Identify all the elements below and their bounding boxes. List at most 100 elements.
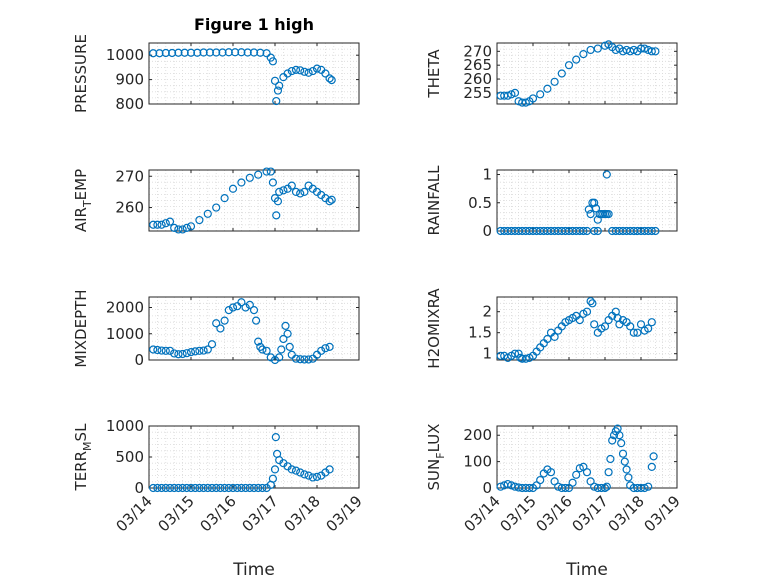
data-point	[543, 334, 552, 344]
data-point	[582, 307, 592, 316]
data-point	[249, 483, 259, 493]
data-point	[575, 464, 584, 473]
data-point	[191, 483, 200, 493]
data-point	[618, 449, 628, 458]
data-point	[237, 48, 246, 57]
data-point	[203, 345, 212, 354]
data-point	[241, 483, 250, 493]
y-tick-label: 500	[115, 448, 144, 466]
data-point	[224, 48, 233, 57]
data-point	[528, 94, 538, 103]
data-point	[272, 96, 281, 106]
data-point	[275, 187, 284, 196]
data-point	[609, 431, 619, 440]
data-point	[149, 345, 158, 354]
data-point	[241, 303, 250, 312]
data-point	[300, 470, 309, 479]
data-point	[203, 209, 212, 218]
data-point	[521, 98, 530, 107]
data-point	[525, 483, 534, 493]
y-tick-label: 2000	[106, 299, 144, 317]
data-point	[174, 483, 183, 493]
data-point	[161, 346, 170, 355]
data-point	[647, 462, 656, 471]
data-point	[193, 48, 202, 57]
data-point	[170, 349, 179, 358]
data-point	[272, 211, 281, 220]
data-point	[622, 465, 631, 474]
data-point	[615, 431, 624, 440]
data-point	[174, 225, 183, 234]
data-point	[165, 217, 175, 226]
y-tick-label: 2	[482, 303, 492, 321]
data-point	[220, 194, 229, 203]
y-axis-label-main: H2OMIXRA	[425, 288, 443, 369]
data-point	[593, 215, 602, 224]
data-point	[245, 300, 254, 309]
data-point	[296, 355, 305, 364]
data-point	[304, 68, 313, 77]
data-point	[590, 320, 599, 329]
data-point	[647, 47, 656, 56]
y-axis-label-tail: LUX	[425, 424, 443, 453]
data-point	[582, 468, 592, 477]
data-point	[212, 48, 221, 57]
data-point	[325, 465, 334, 474]
data-point	[224, 306, 233, 315]
data-point	[579, 49, 588, 59]
y-axis-label: AIRTEMP	[72, 169, 94, 232]
data-point	[600, 483, 610, 493]
data-point	[327, 195, 336, 204]
data-point	[649, 452, 658, 461]
y-tick-label: 1	[482, 166, 492, 184]
data-point	[220, 316, 229, 325]
y-tick-label: 260	[115, 199, 144, 217]
data-point	[199, 48, 208, 57]
data-point	[568, 478, 577, 487]
data-point	[178, 225, 187, 234]
data-point	[291, 65, 301, 74]
data-point	[640, 44, 649, 53]
data-point	[153, 220, 162, 229]
axes-box	[148, 169, 360, 232]
data-point	[178, 483, 187, 493]
subplot-6: 1 1.5 2 H2OMIXRA	[425, 288, 678, 369]
data-point	[510, 88, 520, 98]
y-axis-label-subscript: T	[81, 200, 94, 208]
data-point	[228, 483, 238, 493]
data-point	[273, 86, 283, 95]
data-point	[161, 483, 170, 493]
data-point	[218, 48, 227, 57]
subplot-3: 260 270 AIRTEMP	[72, 167, 360, 234]
data-point	[258, 483, 267, 493]
data-point	[205, 48, 214, 57]
data-point	[161, 219, 170, 228]
data-point	[600, 322, 610, 331]
subplot-1: 800 900 1000 PRESSURE Figure 1 high	[72, 15, 360, 113]
data-point	[258, 345, 267, 354]
data-point	[291, 354, 301, 363]
data-point	[300, 355, 309, 364]
data-point	[546, 468, 556, 477]
data-point	[212, 483, 221, 493]
data-point	[245, 483, 254, 493]
data-point	[249, 48, 259, 57]
data-point	[317, 346, 326, 355]
data-point	[270, 355, 280, 365]
data-point	[287, 181, 296, 190]
y-axis-label: SUNFLUX	[425, 424, 447, 491]
data-point	[170, 223, 179, 232]
data-point	[312, 472, 322, 481]
data-point	[308, 473, 317, 482]
data-point	[256, 342, 265, 351]
data-point	[149, 483, 158, 493]
data-point	[503, 91, 512, 100]
data-point	[550, 77, 559, 86]
data-point	[586, 209, 595, 219]
data-point	[268, 474, 277, 483]
data-point	[277, 345, 286, 354]
data-point	[640, 483, 649, 493]
data-point	[275, 81, 284, 90]
y-axis-label-main: PRESSURE	[72, 34, 90, 113]
